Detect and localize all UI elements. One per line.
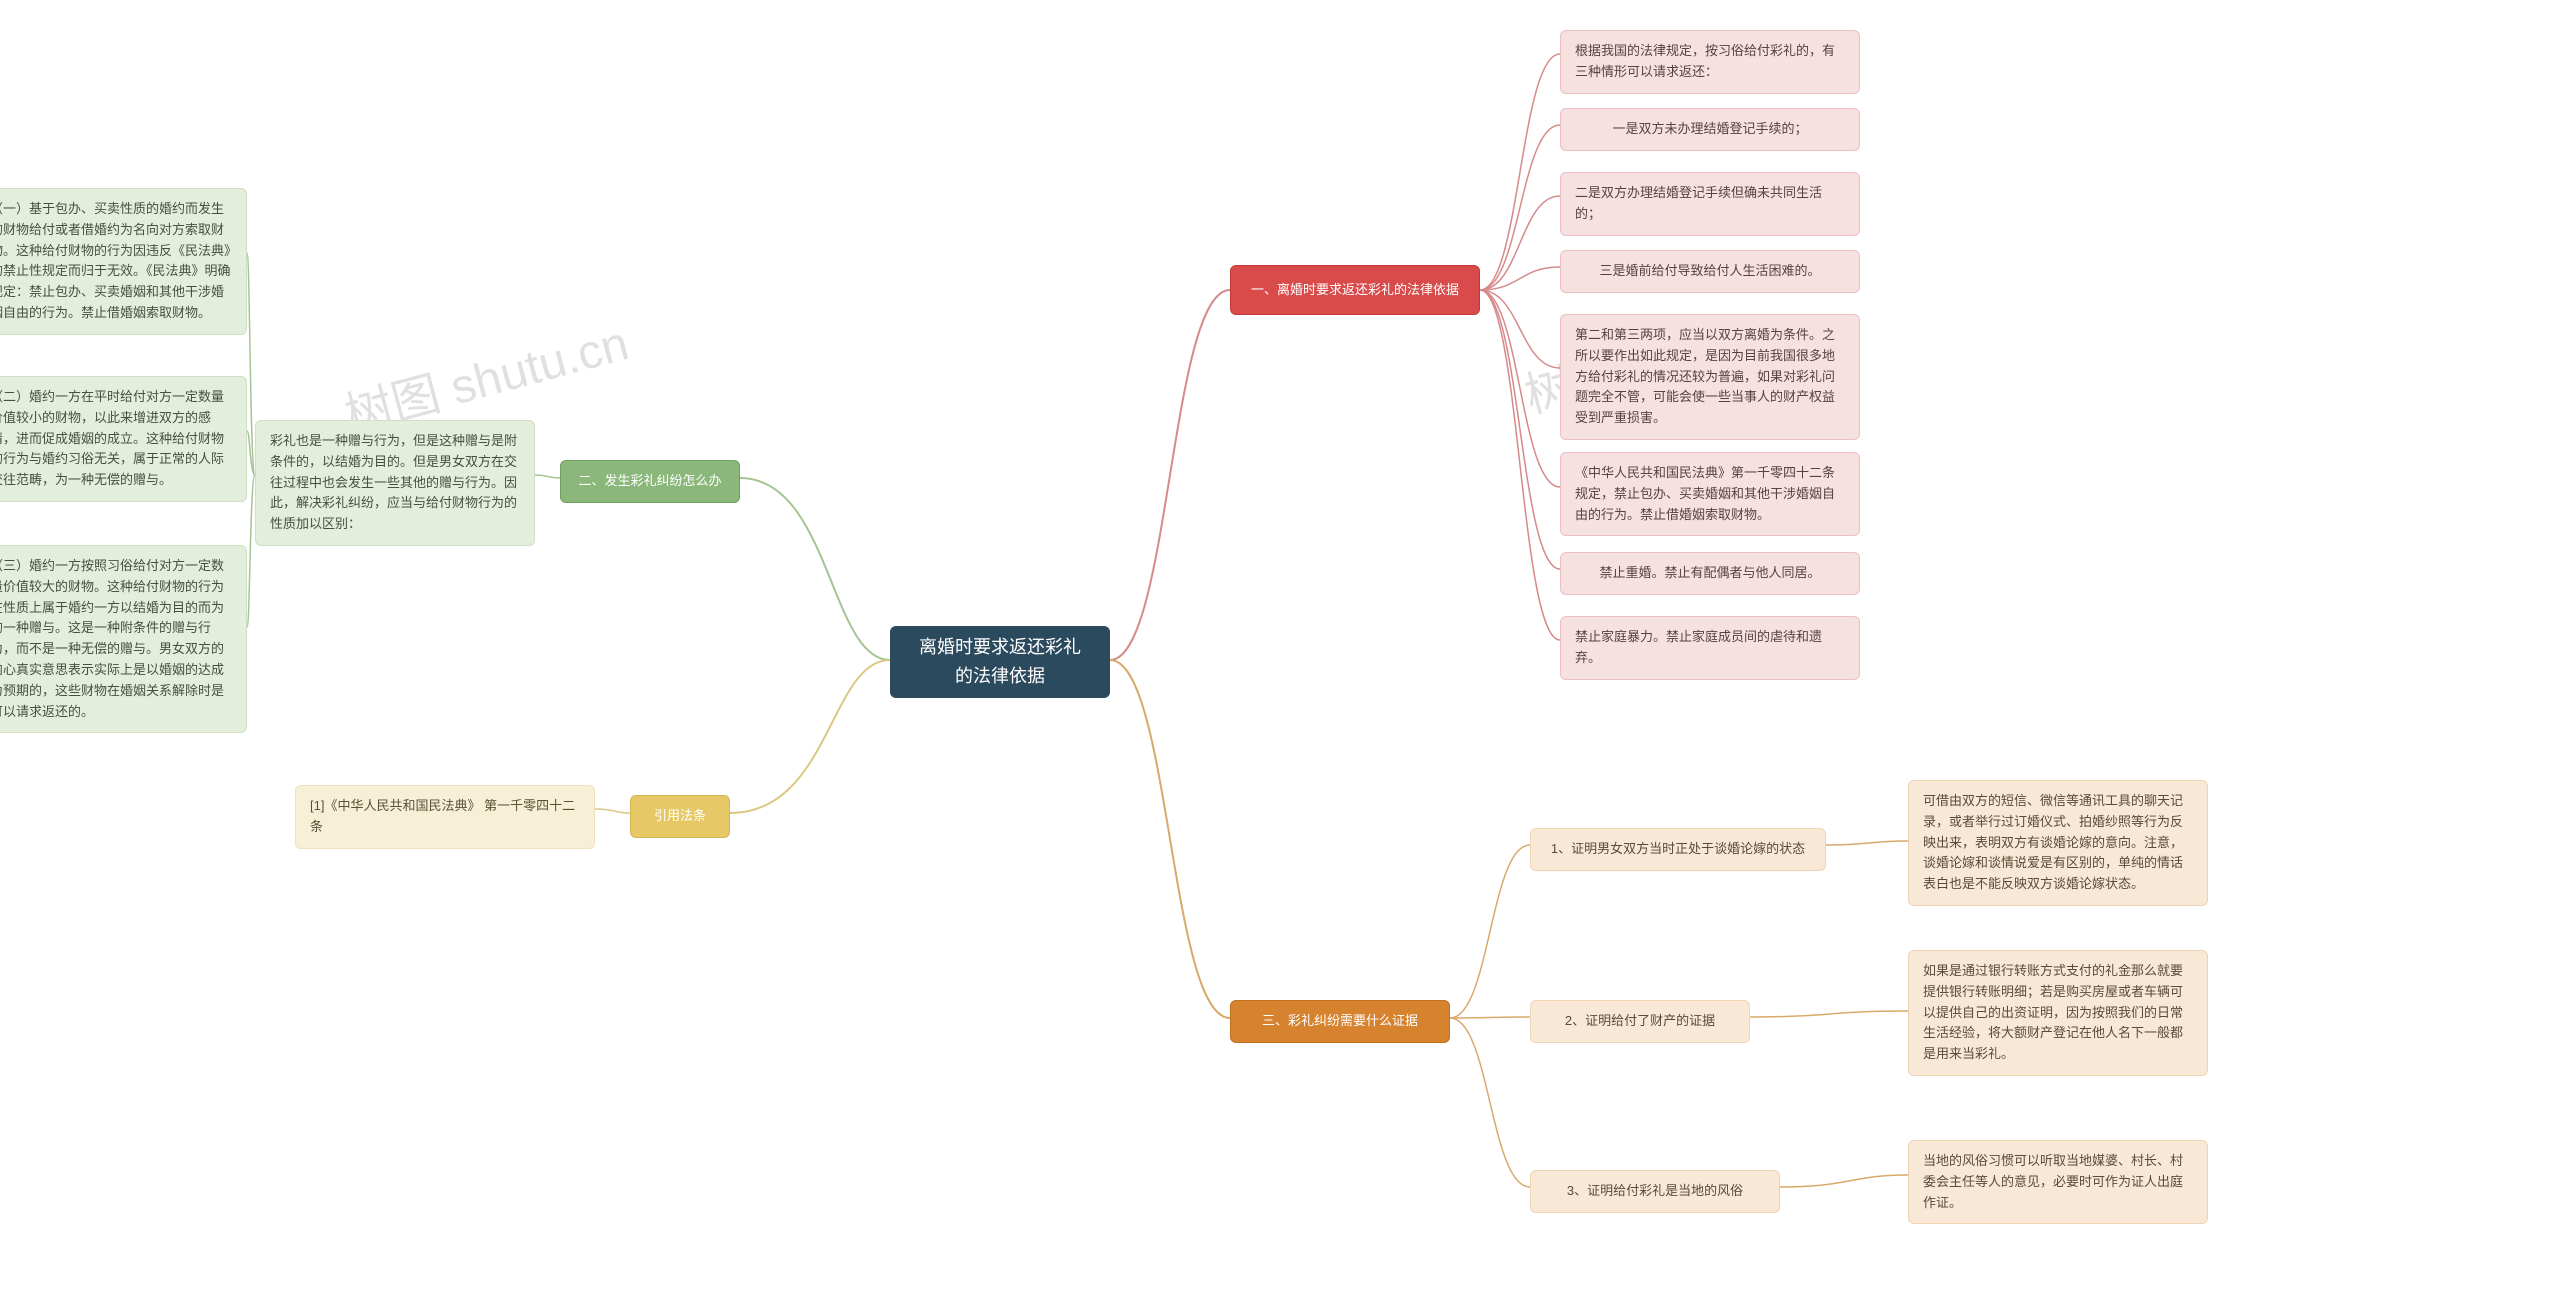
branch-3-leaf: 如果是通过银行转账方式支付的礼金那么就要提供银行转账明细；若是购买房屋或者车辆可… [1908,950,2208,1076]
branch-3-leaf: 可借由双方的短信、微信等通讯工具的聊天记录，或者举行过订婚仪式、拍婚纱照等行为反… [1908,780,2208,906]
branch-3-title: 三、彩礼纠纷需要什么证据 [1230,1000,1450,1043]
branch-1-leaf: 三是婚前给付导致给付人生活困难的。 [1560,250,1860,293]
connectors [0,0,2560,1296]
branch-4-leaf: [1]《中华人民共和国民法典》 第一千零四十二条 [295,785,595,849]
branch-1-leaf: 禁止重婚。禁止有配偶者与他人同居。 [1560,552,1860,595]
branch-1-leaf: 根据我国的法律规定，按习俗给付彩礼的，有三种情形可以请求返还： [1560,30,1860,94]
branch-3-leaf: 当地的风俗习惯可以听取当地媒婆、村长、村委会主任等人的意见，必要时可作为证人出庭… [1908,1140,2208,1224]
branch-3-sub: 3、证明给付彩礼是当地的风俗 [1530,1170,1780,1213]
branch-1-title: 一、离婚时要求返还彩礼的法律依据 [1230,265,1480,315]
center-text: 离婚时要求返还彩礼的法律依据 [914,633,1086,691]
branch-2-intro: 彩礼也是一种赠与行为，但是这种赠与是附条件的，以结婚为目的。但是男女双方在交往过… [255,420,535,546]
branch-2-leaf: （三）婚约一方按照习俗给付对方一定数量价值较大的财物。这种给付财物的行为在性质上… [0,545,247,733]
branch-1-leaf: 《中华人民共和国民法典》第一千零四十二条规定，禁止包办、买卖婚姻和其他干涉婚姻自… [1560,452,1860,536]
branch-1-leaf: 第二和第三两项，应当以双方离婚为条件。之所以要作出如此规定，是因为目前我国很多地… [1560,314,1860,440]
branch-3-sub: 2、证明给付了财产的证据 [1530,1000,1750,1043]
branch-1-leaf: 一是双方未办理结婚登记手续的； [1560,108,1860,151]
branch-1-leaf: 禁止家庭暴力。禁止家庭成员间的虐待和遗弃。 [1560,616,1860,680]
branch-2-title: 二、发生彩礼纠纷怎么办 [560,460,740,503]
branch-1-leaf: 二是双方办理结婚登记手续但确未共同生活的； [1560,172,1860,236]
center-node: 离婚时要求返还彩礼的法律依据 [890,626,1110,698]
branch-2-leaf: （一）基于包办、买卖性质的婚约而发生的财物给付或者借婚约为名向对方索取财物。这种… [0,188,247,335]
branch-2-leaf: （二）婚约一方在平时给付对方一定数量价值较小的财物，以此来增进双方的感情，进而促… [0,376,247,502]
branch-3-sub: 1、证明男女双方当时正处于谈婚论嫁的状态 [1530,828,1826,871]
branch-4-title: 引用法条 [630,795,730,838]
